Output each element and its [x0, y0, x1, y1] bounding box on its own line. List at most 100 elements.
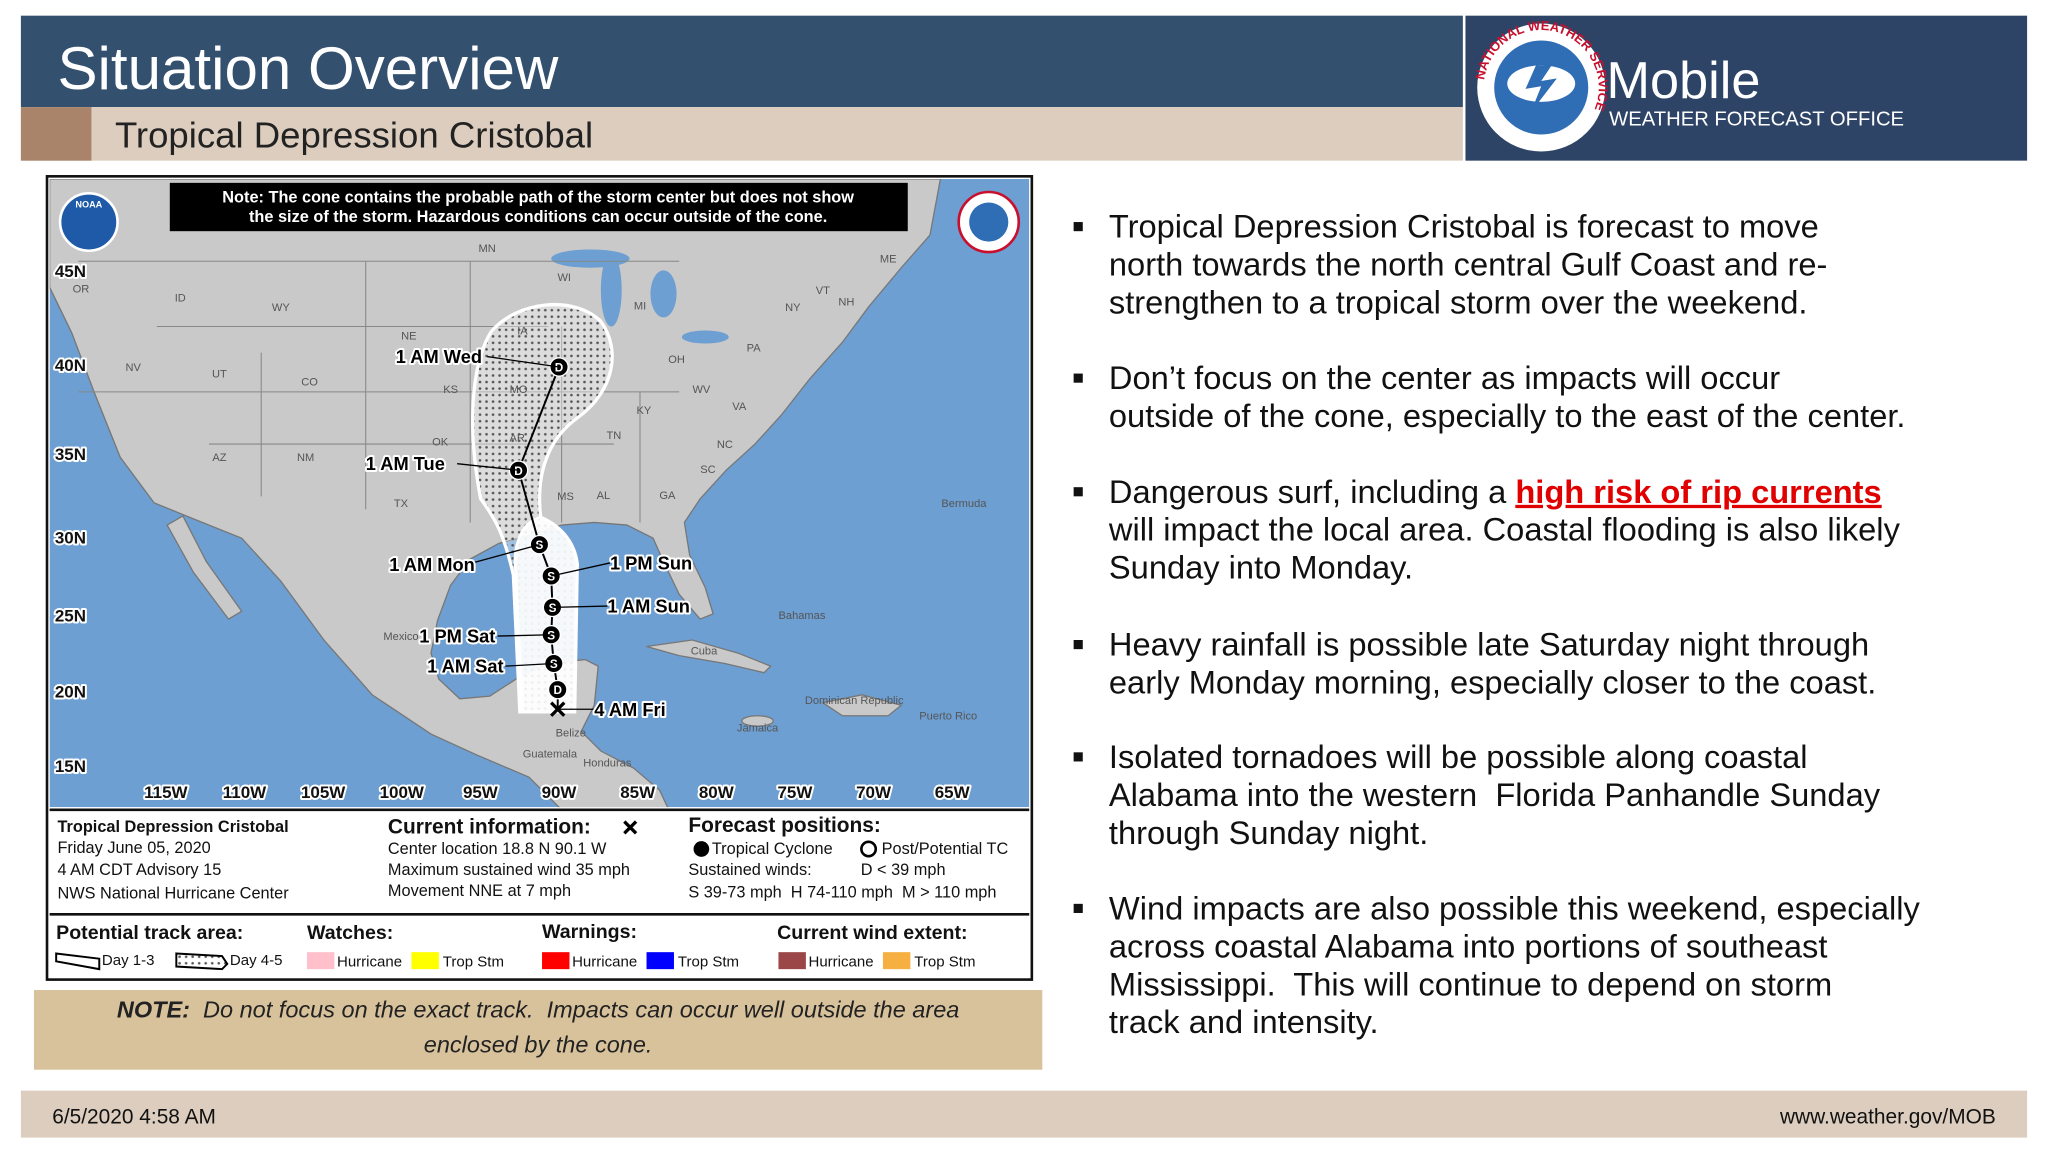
- note-text: Do not focus on the exact track. Impacts…: [190, 996, 959, 1022]
- bullet-text: across coastal Alabama into portions of …: [1109, 927, 1828, 964]
- day13-icon: [55, 952, 101, 971]
- warnings-title: Warnings:: [542, 921, 637, 943]
- wind-trop-swatch: [882, 952, 911, 970]
- note-line: enclosed by the cone.: [424, 1032, 653, 1058]
- longitude-label: 105W: [301, 783, 345, 802]
- day45-label: Day 4-5: [230, 952, 283, 969]
- place-label: KY: [637, 405, 652, 417]
- current-movement: Movement NNE at 7 mph: [388, 882, 571, 900]
- track-leader: [552, 605, 608, 608]
- warn-trop: Trop Stm: [678, 954, 739, 971]
- track-label: 1 AM Sun: [607, 596, 690, 617]
- watch-trop-swatch: [411, 952, 439, 970]
- place-label: GA: [659, 490, 676, 502]
- info-storm: Tropical Depression Cristobal: [57, 818, 288, 836]
- place-label: Cuba: [691, 645, 718, 657]
- place-label: UT: [212, 368, 227, 380]
- bullet-text: will impact the local area. Coastal floo…: [1108, 511, 1901, 548]
- forecast-tropical: Tropical Cyclone: [712, 840, 833, 858]
- warn-hurricane-swatch: [542, 952, 570, 970]
- track-title: Potential track area:: [56, 922, 243, 944]
- place-label: Dominican Republic: [805, 695, 904, 707]
- bullet-marker: [1073, 903, 1083, 913]
- place-label: VT: [816, 285, 830, 297]
- longitude-label: 80W: [699, 783, 734, 802]
- place-label: Bahamas: [779, 610, 826, 622]
- bullet-text: Sunday into Monday.: [1109, 549, 1413, 586]
- latitude-label: 15N: [55, 757, 86, 776]
- noaa-text: NOAA: [75, 200, 102, 210]
- title-bar: [20, 15, 1463, 108]
- footer-bar: [20, 1090, 2028, 1138]
- track-point: [508, 460, 529, 480]
- noaa-logo: [58, 192, 119, 253]
- track-leader: [467, 544, 540, 565]
- map: [49, 178, 1030, 808]
- place-label: AR: [510, 432, 525, 444]
- bullet-text: north towards the north central Gulf Coa…: [1109, 246, 1827, 283]
- place-label: NY: [785, 302, 801, 314]
- note-label: NOTE:: [117, 996, 190, 1022]
- place-label: Belize: [556, 728, 586, 740]
- place-label: VA: [732, 401, 747, 413]
- place-label: MS: [557, 491, 574, 503]
- longitude-label: 70W: [856, 783, 891, 802]
- jamaica: [741, 715, 774, 727]
- ptc-symbol: [860, 840, 878, 858]
- wind-hurricane: Hurricane: [808, 954, 873, 971]
- forecast-title: Forecast positions:: [688, 814, 881, 837]
- place-label: IA: [517, 325, 528, 337]
- lake-superior: [551, 249, 630, 268]
- bullet-text: outside of the cone, especially to the e…: [1109, 397, 1906, 434]
- place-label: ME: [880, 254, 897, 266]
- longitude-label: 110W: [223, 783, 266, 802]
- place-label: Puerto Rico: [919, 711, 977, 723]
- office-name: Mobile: [1607, 52, 1761, 110]
- baja: [166, 515, 243, 620]
- place-label: NE: [401, 331, 416, 343]
- bullet-text-part: Dangerous surf, including a: [1109, 473, 1515, 510]
- track-point-label: D: [553, 684, 562, 697]
- longitude-label: 65W: [935, 783, 970, 802]
- wind-trop: Trop Stm: [914, 954, 975, 971]
- longitude-label: 115W: [144, 783, 187, 802]
- bullet-text: Isolated tornadoes will be possible alon…: [1109, 738, 1808, 775]
- place-label: WY: [272, 302, 290, 314]
- bullet-marker: [1073, 222, 1083, 232]
- place-label: PA: [747, 342, 762, 354]
- place-label: Guatemala: [523, 749, 578, 761]
- latitude-label: 45N: [55, 262, 86, 281]
- current-title: Current information:: [388, 815, 591, 838]
- bullet-text: Wind impacts are also possible this week…: [1109, 890, 1921, 927]
- warn-trop-swatch: [646, 952, 674, 970]
- map-note: Note: The cone contains the probable pat…: [222, 188, 854, 206]
- bullet-text: Dangerous surf, including a high risk of…: [1109, 473, 1882, 510]
- track-label: 1 AM Mon: [389, 554, 475, 575]
- track-point-label: S: [547, 629, 555, 642]
- place-label: KS: [443, 384, 458, 396]
- wind-title: Current wind extent:: [777, 922, 967, 944]
- note-line: NOTE: Do not focus on the exact track. I…: [117, 996, 959, 1022]
- bullet-text: Tropical Depression Cristobal is forecas…: [1109, 208, 1819, 245]
- forecast-sustained: Sustained winds:: [688, 861, 811, 879]
- office-subtitle: WEATHER FORECAST OFFICE: [1609, 108, 1904, 130]
- latitude-label: 35N: [55, 445, 86, 464]
- place-label: WV: [692, 384, 710, 396]
- bullet-marker: [1073, 487, 1083, 497]
- longitude-label: 75W: [777, 783, 812, 802]
- place-label: MO: [510, 384, 528, 396]
- place-label: Mexico: [383, 631, 418, 643]
- track-label: 4 AM Fri: [594, 699, 665, 720]
- watch-hurricane-swatch: [306, 952, 335, 970]
- place-label: OH: [668, 354, 685, 366]
- current-x: [623, 820, 638, 835]
- track-leader: [505, 662, 554, 667]
- current-wind: Maximum sustained wind 35 mph: [388, 861, 630, 879]
- place-label: OR: [73, 284, 90, 296]
- track-point-label: S: [550, 658, 558, 671]
- place-label: NC: [717, 439, 733, 451]
- forecast-post: Post/Potential TC: [882, 840, 1009, 858]
- track-label: 1 AM Tue: [366, 453, 445, 474]
- place-label: SC: [700, 464, 715, 476]
